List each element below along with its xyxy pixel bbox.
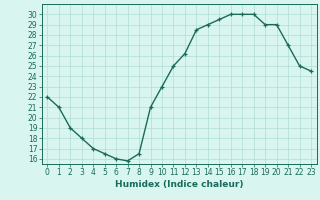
X-axis label: Humidex (Indice chaleur): Humidex (Indice chaleur) — [115, 180, 244, 189]
